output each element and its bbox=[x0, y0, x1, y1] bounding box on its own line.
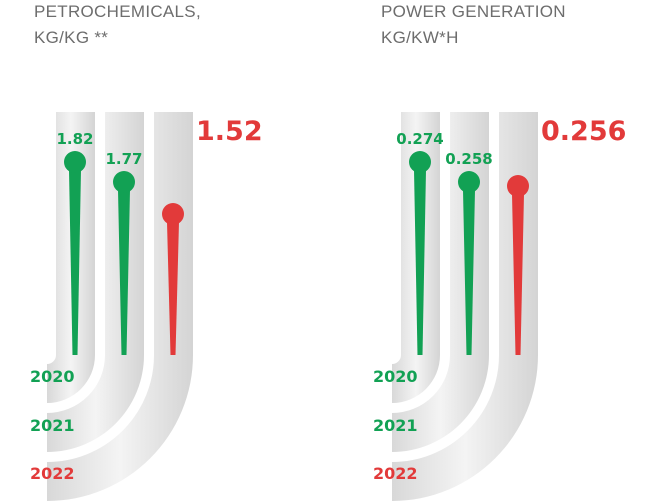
bar-head-2021 bbox=[113, 171, 135, 193]
bar-head-2022 bbox=[507, 175, 529, 197]
panel-title: POWER GENERATION bbox=[381, 2, 566, 21]
data-label-2022: 1.52 bbox=[196, 116, 263, 147]
bar-stem-2020 bbox=[69, 170, 81, 355]
chart-panel-1: PETROCHEMICALS, KG/KG ** 1.82 1.77 1.52 2020 2… bbox=[30, 2, 263, 501]
track-rim bbox=[46, 112, 105, 413]
track-rim bbox=[391, 112, 401, 364]
year-label-2020: 2020 bbox=[30, 367, 75, 386]
data-label-2020: 0.274 bbox=[396, 130, 443, 148]
bar-stem-2022 bbox=[512, 194, 524, 355]
bar-head-2022 bbox=[162, 203, 184, 225]
panel-unit: KG/KG ** bbox=[34, 28, 108, 47]
data-label-2021: 0.258 bbox=[445, 150, 492, 168]
bar-head-2021 bbox=[458, 171, 480, 193]
bar-stem-2020 bbox=[414, 170, 426, 355]
track-rim bbox=[391, 112, 450, 413]
year-label-2021: 2021 bbox=[30, 416, 75, 435]
data-label-2022: 0.256 bbox=[541, 116, 626, 147]
data-label-2021: 1.77 bbox=[105, 150, 142, 168]
track-rim bbox=[46, 112, 56, 364]
year-label-2022: 2022 bbox=[373, 464, 418, 483]
bar-stem-2021 bbox=[463, 190, 475, 355]
bar-head-2020 bbox=[409, 151, 431, 173]
year-label-2020: 2020 bbox=[373, 367, 418, 386]
track-3 bbox=[47, 112, 193, 501]
bar-stem-2021 bbox=[118, 190, 130, 355]
bar-head-2020 bbox=[64, 151, 86, 173]
data-label-2020: 1.82 bbox=[56, 130, 93, 148]
track-rim bbox=[46, 112, 154, 462]
panel-title: PETROCHEMICALS, bbox=[34, 2, 201, 21]
track-rim bbox=[391, 112, 499, 462]
panel-unit: KG/KW*H bbox=[381, 28, 459, 47]
track-3 bbox=[392, 112, 538, 501]
year-label-2022: 2022 bbox=[30, 464, 75, 483]
bar-stem-2022 bbox=[167, 222, 179, 355]
year-label-2021: 2021 bbox=[373, 416, 418, 435]
